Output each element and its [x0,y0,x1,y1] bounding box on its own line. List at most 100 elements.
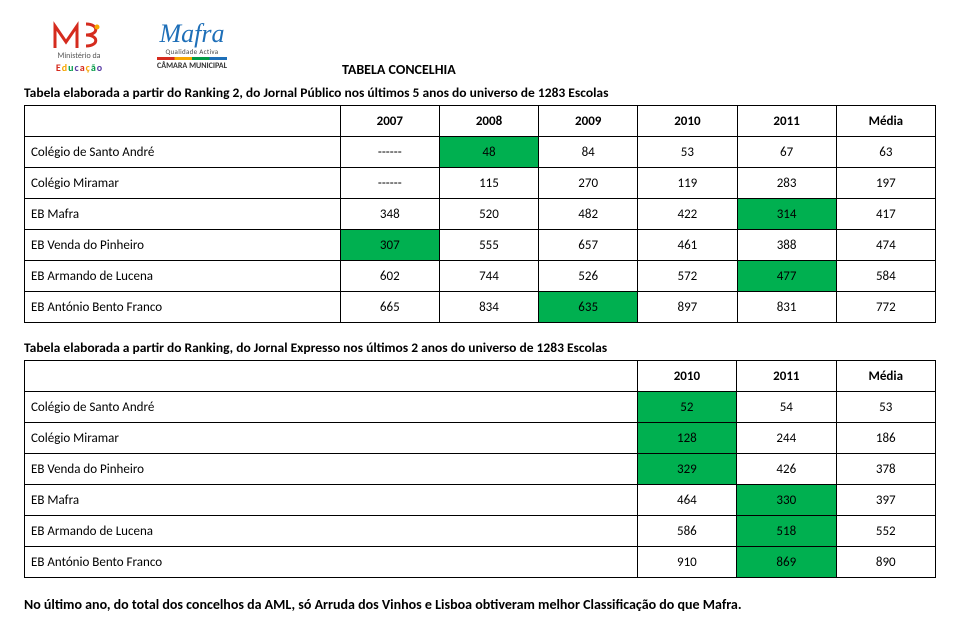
table1-cell: 84 [539,137,638,168]
table1-row-label: Colégio de Santo André [25,137,341,168]
me-logo-icon [52,20,106,50]
table1-cell: 572 [638,261,737,292]
table1-row-label: Colégio Miramar [25,168,341,199]
table-row: EB Armando de Lucena602744526572477584 [25,261,936,292]
page-title: TABELA CONCELHIA [342,61,456,78]
table1-cell: ------ [340,137,439,168]
table1-header-blank [25,106,341,137]
mafra-stripe-icon [157,57,227,60]
table1-row-label: EB Armando de Lucena [25,261,341,292]
table1-header-row: 2007 2008 2009 2010 2011 Média [25,106,936,137]
table1-row-label: EB Mafra [25,199,341,230]
table1-header: 2011 [737,106,836,137]
table1-header: 2007 [340,106,439,137]
table-row: EB Mafra464330397 [25,485,936,516]
table1-cell: 48 [439,137,538,168]
logo-area: Ministério da Educação Mafra Qualidade A… [24,16,242,76]
table2-header: 2010 [637,361,736,392]
table2-header: Média [836,361,935,392]
table2-cell: 186 [836,423,935,454]
table2-cell: 552 [836,516,935,547]
me-main-label: Educação [56,61,102,74]
table-row: Colégio Miramar128244186 [25,423,936,454]
table2-header: 2011 [737,361,836,392]
table1-cell: 388 [737,230,836,261]
table-row: EB Mafra348520482422314417 [25,199,936,230]
table2-cell: 586 [637,516,736,547]
mafra-word: Mafra [160,21,225,47]
table1-cell: 314 [737,199,836,230]
table1-row-label: EB António Bento Franco [25,292,341,323]
table1-cell: 657 [539,230,638,261]
table1-cell: ------ [340,168,439,199]
table-row: EB António Bento Franco66583463589783177… [25,292,936,323]
table1-cell: 348 [340,199,439,230]
table1-cell: 197 [836,168,935,199]
table1-cell: 417 [836,199,935,230]
me-sub-label: Ministério da [57,51,100,61]
header-row: Ministério da Educação Mafra Qualidade A… [24,16,936,78]
table1-cell: 602 [340,261,439,292]
table1-row-label: EB Venda do Pinheiro [25,230,341,261]
table-row: Colégio Miramar------115270119283197 [25,168,936,199]
logo-ministerio-educacao: Ministério da Educação [24,16,134,76]
table1-cell: 119 [638,168,737,199]
table2-title: Tabela elaborada a partir do Ranking, do… [24,339,936,356]
table-ranking-publico: 2007 2008 2009 2010 2011 Média Colégio d… [24,105,936,323]
table2-cell: 518 [737,516,836,547]
table1-cell: 520 [439,199,538,230]
table2-cell: 329 [637,454,736,485]
table-row: EB António Bento Franco910869890 [25,547,936,578]
table2-cell: 128 [637,423,736,454]
table2-cell: 426 [737,454,836,485]
table1-cell: 744 [439,261,538,292]
table1-title: Tabela elaborada a partir do Ranking 2, … [24,84,936,101]
table2-cell: 869 [737,547,836,578]
table1-header: 2010 [638,106,737,137]
table2-cell: 330 [737,485,836,516]
mafra-tagline: Qualidade Activa [166,47,219,56]
table1-cell: 115 [439,168,538,199]
footnote: No último ano, do total dos concelhos da… [24,596,936,613]
table1-cell: 665 [340,292,439,323]
table1-cell: 63 [836,137,935,168]
table2-cell: 244 [737,423,836,454]
table1-cell: 53 [638,137,737,168]
table1-cell: 834 [439,292,538,323]
table1-cell: 482 [539,199,638,230]
table2-header-blank [25,361,638,392]
table1-cell: 584 [836,261,935,292]
table1-cell: 477 [737,261,836,292]
table-row: EB Armando de Lucena586518552 [25,516,936,547]
table2-row-label: EB Armando de Lucena [25,516,638,547]
table1-cell: 307 [340,230,439,261]
table2-header-row: 2010 2011 Média [25,361,936,392]
table1-header: 2008 [439,106,538,137]
table1-header: 2009 [539,106,638,137]
table1-cell: 67 [737,137,836,168]
table1-cell: 635 [539,292,638,323]
logo-camara-mafra: Mafra Qualidade Activa CÂMARA MUNICIPAL [142,16,242,76]
table2-cell: 397 [836,485,935,516]
table2-cell: 464 [637,485,736,516]
table1-header: Média [836,106,935,137]
table1-cell: 474 [836,230,935,261]
mafra-sub: CÂMARA MUNICIPAL [157,61,227,71]
table1-cell: 772 [836,292,935,323]
table-row: Colégio de Santo André525453 [25,392,936,423]
table2-cell: 52 [637,392,736,423]
table2-row-label: EB António Bento Franco [25,547,638,578]
table2-cell: 890 [836,547,935,578]
table1-cell: 422 [638,199,737,230]
table-row: EB Venda do Pinheiro307555657461388474 [25,230,936,261]
table1-cell: 555 [439,230,538,261]
table2-row-label: Colégio Miramar [25,423,638,454]
table2-cell: 53 [836,392,935,423]
table2-cell: 910 [637,547,736,578]
table2-row-label: EB Mafra [25,485,638,516]
table1-cell: 526 [539,261,638,292]
table1-cell: 461 [638,230,737,261]
table2-row-label: EB Venda do Pinheiro [25,454,638,485]
table2-cell: 378 [836,454,935,485]
table-row: Colégio de Santo André------4884536763 [25,137,936,168]
